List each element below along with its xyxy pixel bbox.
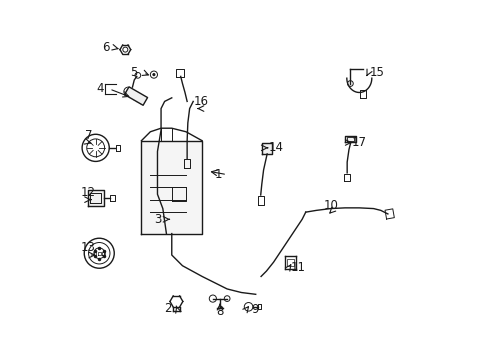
Polygon shape	[262, 143, 272, 154]
Polygon shape	[142, 141, 202, 234]
Text: 12: 12	[81, 186, 96, 199]
Text: 14: 14	[269, 141, 284, 154]
Circle shape	[153, 73, 155, 76]
Text: 11: 11	[291, 261, 305, 274]
Text: 9: 9	[251, 303, 259, 316]
Text: 1: 1	[215, 168, 222, 181]
Polygon shape	[124, 87, 147, 105]
Text: 8: 8	[216, 305, 223, 318]
Text: 17: 17	[352, 136, 367, 149]
Text: 6: 6	[102, 41, 109, 54]
Polygon shape	[345, 136, 356, 142]
Text: 13: 13	[81, 241, 96, 255]
Text: 2: 2	[165, 302, 172, 315]
Polygon shape	[88, 190, 104, 206]
Text: 7: 7	[85, 129, 92, 142]
Text: 16: 16	[194, 95, 209, 108]
Text: 4: 4	[97, 82, 104, 95]
Text: 3: 3	[154, 213, 161, 226]
Text: 15: 15	[370, 66, 385, 79]
Text: 10: 10	[323, 198, 338, 212]
Text: 5: 5	[130, 66, 138, 79]
